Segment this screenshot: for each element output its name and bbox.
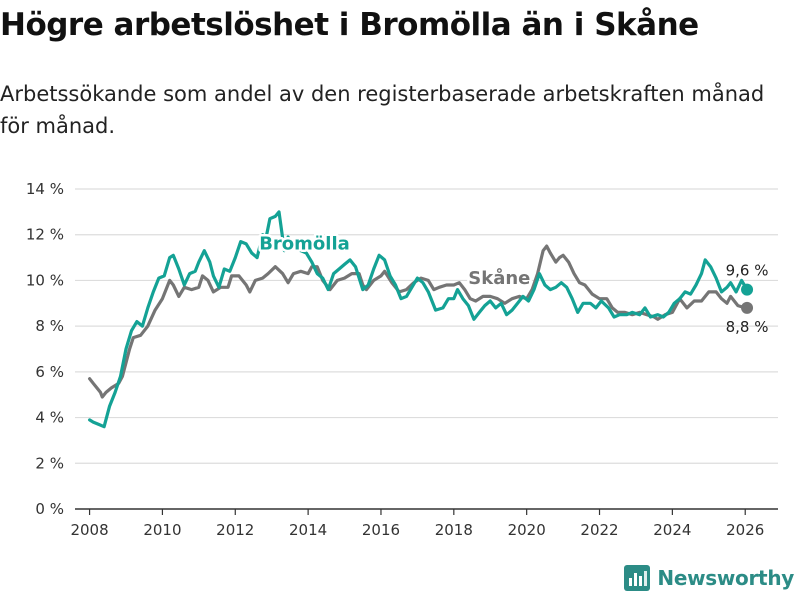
series-label-skane: Skåne [468, 267, 530, 289]
newsworthy-logo[interactable]: Newsworthy [624, 564, 794, 592]
y-tick-label: 4 % [35, 409, 64, 427]
end-point-bromolla [741, 283, 754, 296]
y-tick-label: 2 % [35, 454, 64, 472]
x-tick-label: 2012 [216, 521, 254, 539]
x-tick-label: 2018 [435, 521, 473, 539]
x-tick-label: 2010 [143, 521, 181, 539]
end-value-label-bromolla: 9,6 % [726, 262, 769, 280]
x-tick-label: 2022 [580, 521, 618, 539]
series-label-halo: Bromölla [259, 234, 350, 255]
bar-chart-logo-icon [624, 565, 651, 591]
y-tick-label: 8 % [35, 317, 64, 335]
x-tick-label: 2016 [362, 521, 400, 539]
series-label-bromolla: Bromölla [259, 234, 350, 255]
x-tick-label: 2020 [508, 521, 546, 539]
y-tick-label: 10 % [26, 271, 64, 289]
y-tick-label: 0 % [35, 500, 64, 518]
x-tick-label: 2008 [70, 521, 108, 539]
y-tick-label: 6 % [35, 363, 64, 381]
y-tick-label: 12 % [26, 226, 64, 244]
series-lines [88, 210, 754, 429]
x-tick-label: 2024 [653, 521, 691, 539]
y-axis-ticks: 0 % 2 % 4 % 6 % 8 % 10 % 12 % 14 % [26, 180, 64, 518]
brand-name: Newsworthy [657, 566, 794, 590]
end-point-skane [741, 301, 754, 314]
series-line-skane [88, 244, 749, 399]
x-tick-label: 2026 [726, 521, 764, 539]
series-line-bromolla [88, 210, 749, 429]
x-tick-label: 2014 [289, 521, 327, 539]
end-value-label-skane: 8,8 % [726, 318, 769, 336]
grid-lines [75, 188, 778, 464]
series-label-halo: Skåne [468, 267, 530, 289]
chart-title: Högre arbetslöshet i Bromölla än i Skåne [0, 7, 699, 43]
y-tick-label: 14 % [26, 180, 64, 198]
x-axis: 2008 2010 2012 2014 2016 2018 2020 2022 2024 2026 [70, 508, 778, 539]
chart-subtitle: Arbetssökande som andel av den registerb… [0, 82, 765, 138]
